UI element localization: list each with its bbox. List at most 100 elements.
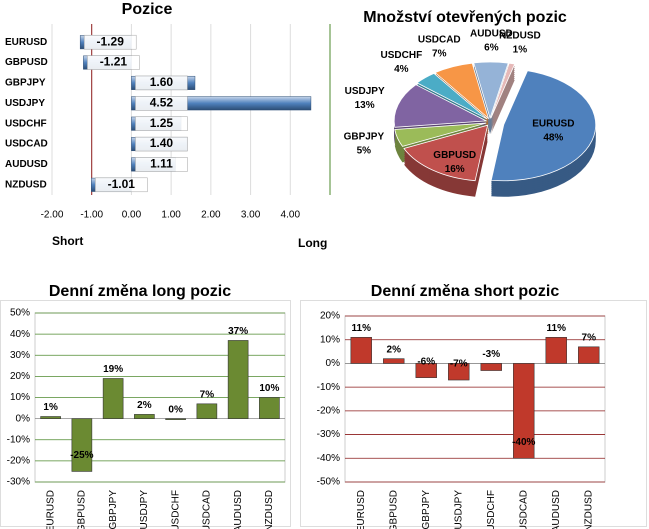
- y-tick-label: -30%: [7, 477, 30, 488]
- category-label: GBPUSD: [5, 57, 48, 68]
- annotation: Long: [298, 236, 327, 250]
- x-tick-label: AUDUSD: [233, 490, 244, 529]
- x-tick-label: USDCHF: [486, 490, 497, 529]
- x-tick-label: USDCAD: [202, 490, 213, 529]
- data-label: 19%: [103, 364, 123, 375]
- data-label: 1.60: [150, 75, 174, 89]
- x-tick-label: USDJPY: [453, 490, 464, 529]
- slice-value: 48%: [543, 132, 563, 143]
- y-tick-label: -50%: [317, 477, 340, 488]
- x-tick-label: 0.00: [122, 210, 142, 221]
- bar: [227, 340, 249, 419]
- label-bg: [135, 157, 188, 172]
- x-tick-label: USDCAD: [518, 490, 529, 529]
- y-tick-label: -10%: [317, 382, 340, 393]
- data-label: -7%: [450, 359, 468, 370]
- slice: [416, 72, 488, 120]
- category-label: USDCHF: [5, 118, 47, 129]
- data-label: 4.52: [150, 95, 174, 109]
- y-tick-label: 0%: [326, 358, 341, 369]
- bar: [415, 363, 437, 378]
- slice-value: 16%: [445, 164, 465, 175]
- x-tick-label: GBPJPY: [108, 490, 119, 529]
- category-label: USDJPY: [5, 98, 45, 109]
- bar: [165, 418, 186, 420]
- label-bg: [95, 177, 148, 193]
- y-tick-label: 0%: [16, 413, 31, 424]
- slice-value: 7%: [432, 49, 447, 60]
- data-label: 11%: [352, 323, 372, 334]
- slice-label: NZDUSD: [499, 31, 541, 42]
- annotation: Short: [52, 234, 83, 248]
- data-label: 11%: [547, 323, 567, 334]
- slice-label: GBPJPY: [344, 131, 385, 142]
- data-label: 0%: [168, 404, 183, 415]
- bar: [102, 378, 124, 419]
- y-tick-label: 10%: [320, 334, 340, 345]
- data-label: -1.01: [108, 177, 136, 191]
- data-label: 10%: [259, 383, 279, 394]
- y-tick-label: 30%: [10, 350, 30, 361]
- slice-depth: [490, 71, 515, 127]
- category-label: GBPJPY: [5, 78, 46, 89]
- y-tick-label: -40%: [317, 453, 340, 464]
- x-tick-label: GBPUSD: [77, 490, 88, 529]
- label-bg: [83, 34, 137, 50]
- y-tick-label: 10%: [10, 392, 30, 403]
- chart-title: Denní změna long pozic: [49, 283, 231, 300]
- chart-title: Pozice: [122, 1, 173, 18]
- data-label: 1.11: [150, 157, 173, 171]
- slice-label: USDCHF: [381, 50, 423, 61]
- bar: [350, 337, 372, 364]
- slice: [490, 62, 516, 119]
- slice: [473, 61, 509, 120]
- slice: [490, 70, 597, 182]
- x-tick-label: EURUSD: [356, 490, 367, 529]
- y-tick-label: 20%: [10, 371, 30, 382]
- y-tick-label: 40%: [10, 329, 30, 340]
- data-label: 1.40: [150, 136, 174, 150]
- slice-value: 5%: [357, 145, 372, 156]
- slice-value: 6%: [484, 42, 499, 53]
- label-bg: [135, 116, 188, 131]
- chart-title: Množství otevřených pozic: [363, 9, 567, 26]
- slice-label: USDJPY: [345, 86, 385, 97]
- x-tick-label: NZDUSD: [583, 490, 594, 529]
- slice-depth: [490, 65, 515, 121]
- label-bg: [135, 75, 188, 91]
- label-bg: [135, 96, 188, 111]
- data-label: -6%: [417, 356, 435, 367]
- slice-depth: [490, 77, 515, 133]
- category-label: EURUSD: [5, 37, 47, 48]
- x-tick-label: GBPJPY: [421, 490, 432, 529]
- data-label: 1.25: [150, 116, 174, 130]
- panel-frame: [300, 300, 647, 527]
- data-label: -25%: [70, 450, 93, 461]
- slice-label: GBPUSD: [433, 150, 476, 161]
- slice-value: 1%: [513, 45, 528, 56]
- x-tick-label: 1.00: [161, 210, 181, 221]
- x-tick-label: 3.00: [241, 210, 261, 221]
- slice-label: AUDUSD: [470, 28, 513, 39]
- data-label: -40%: [512, 437, 535, 448]
- data-label: 7%: [582, 332, 597, 343]
- bar: [545, 337, 567, 364]
- data-label: -3%: [482, 349, 500, 360]
- y-tick-label: -30%: [317, 429, 340, 440]
- x-tick-label: USDCHF: [170, 490, 181, 529]
- bar: [578, 346, 600, 364]
- panel-frame: [0, 300, 291, 527]
- x-tick-label: 2.00: [201, 210, 221, 221]
- slice-label: USDCAD: [418, 35, 461, 46]
- data-label: 7%: [200, 389, 215, 400]
- data-label: 2%: [387, 344, 402, 355]
- bar: [448, 363, 470, 381]
- y-tick-label: -20%: [7, 456, 30, 467]
- slice-depth: [490, 67, 515, 123]
- label-bg: [87, 55, 140, 70]
- x-tick-label: -1.00: [80, 210, 103, 221]
- category-label: AUDUSD: [5, 159, 48, 170]
- data-label: 2%: [137, 400, 152, 411]
- y-tick-label: -10%: [7, 434, 30, 445]
